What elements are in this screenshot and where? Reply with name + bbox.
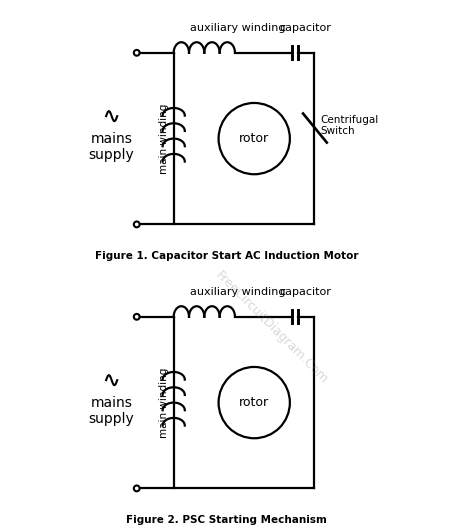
Text: Figure 2. PSC Starting Mechanism: Figure 2. PSC Starting Mechanism xyxy=(126,515,327,525)
Text: Centrifugal
Switch: Centrifugal Switch xyxy=(320,115,378,136)
Text: mains
supply: mains supply xyxy=(89,132,135,162)
Text: FreeCircuitDiagram.Com: FreeCircuitDiagram.Com xyxy=(213,269,331,386)
Text: Figure 1. Capacitor Start AC Induction Motor: Figure 1. Capacitor Start AC Induction M… xyxy=(95,251,358,261)
Text: main winding: main winding xyxy=(159,103,169,174)
Text: capacitor: capacitor xyxy=(279,287,331,297)
Text: rotor: rotor xyxy=(239,396,269,409)
Text: main winding: main winding xyxy=(159,367,169,438)
Text: auxiliary winding: auxiliary winding xyxy=(190,23,286,33)
Text: rotor: rotor xyxy=(239,132,269,145)
Text: auxiliary winding: auxiliary winding xyxy=(190,287,286,297)
Text: capacitor: capacitor xyxy=(279,23,331,33)
Text: mains
supply: mains supply xyxy=(89,396,135,426)
